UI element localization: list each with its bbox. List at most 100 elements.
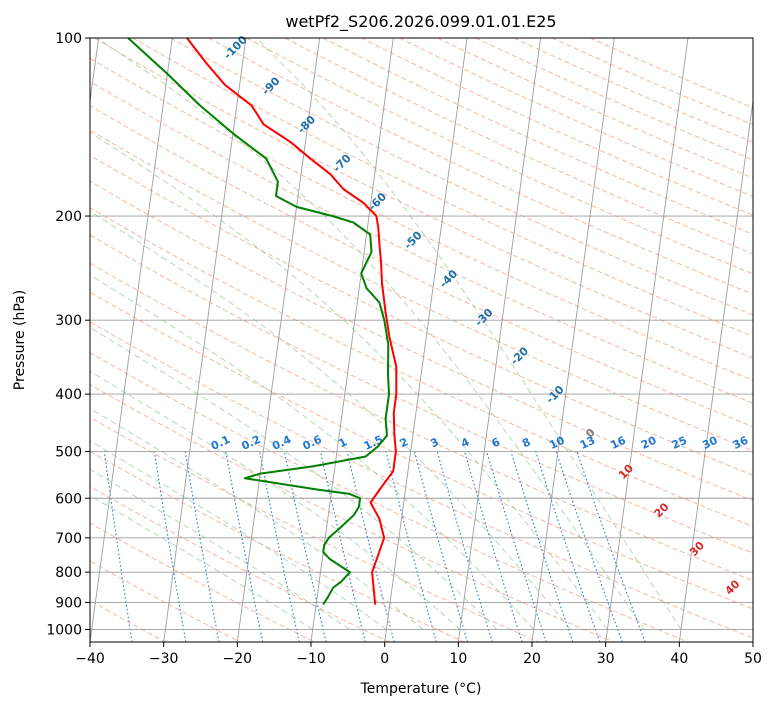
dry-adiabat-line [90, 154, 753, 476]
mixing-ratio-line [283, 451, 327, 642]
dry-adiabat-line [132, 38, 753, 337]
grid-lines [90, 38, 753, 642]
y-tick-label: 1000 [46, 622, 82, 638]
x-axis: −40 −30 −20 −10 0 10 20 30 40 50 [75, 642, 762, 667]
y-axis: 100 200 300 400 500 600 700 800 900 1000 [46, 31, 90, 638]
y-tick-label: 400 [55, 387, 82, 403]
mixing-ratio-label: 20 [639, 434, 659, 452]
moist-adiabat-line [90, 440, 387, 630]
x-tick-label: 50 [744, 651, 762, 667]
x-tick-label: −30 [149, 651, 179, 667]
dry-adiabat-label: -80 [295, 113, 318, 136]
x-tick-label: 0 [380, 651, 389, 667]
dry-adiabat-label: -70 [330, 151, 353, 174]
mixing-ratio-line [486, 451, 547, 642]
isotherm-line [236, 38, 321, 642]
x-tick-label: −20 [223, 651, 253, 667]
x-tick-label: −40 [75, 651, 105, 667]
isotherm-line [163, 38, 247, 642]
mixing-ratio-label: 16 [608, 434, 628, 452]
dry-adiabat-label: 30 [687, 539, 707, 559]
dry-adiabat-line [94, 38, 753, 359]
dry-adiabat-line [284, 38, 753, 255]
mixing-ratio-label: 0.1 [209, 433, 232, 453]
isotherm-line [605, 38, 689, 642]
dry-adiabat-line [90, 485, 390, 642]
dry-adiabat-line [90, 352, 689, 642]
x-tick-label: −10 [296, 651, 326, 667]
mixing-ratio-line [576, 451, 646, 642]
dry-adiabat-label: 10 [616, 462, 636, 482]
mixing-ratio-label: 30 [700, 434, 720, 452]
y-tick-label: 100 [55, 31, 82, 47]
dry-adiabat-line [90, 416, 540, 642]
mixing-ratio-line [510, 451, 574, 642]
mixing-ratio-label: 6 [490, 435, 503, 450]
series-lines [127, 38, 398, 605]
x-tick-label: 30 [597, 651, 615, 667]
y-tick-label: 600 [55, 491, 82, 507]
background-lines [90, 38, 753, 642]
mixing-ratio-label: 25 [670, 434, 689, 452]
mixing-ratio-label: 1 [337, 435, 349, 450]
moist-adiabat-line [90, 131, 608, 630]
dry-adiabat-label: -90 [259, 74, 282, 97]
mixing-ratio-line [555, 451, 623, 642]
isotherm-line [678, 97, 753, 642]
mixing-ratio-line [385, 451, 437, 642]
dry-adiabat-line [551, 38, 753, 126]
isotherm-line [457, 38, 542, 642]
y-tick-label: 300 [55, 313, 82, 329]
isotherm-line [90, 38, 173, 642]
dry-adiabat-label: 40 [723, 577, 743, 597]
mixing-ratio-line [464, 451, 523, 642]
y-tick-label: 700 [55, 531, 82, 547]
moist-adiabat-line [90, 326, 498, 630]
dry-adiabat-line [90, 522, 315, 642]
dry-adiabat-line [90, 291, 753, 610]
moist-adiabat-line [256, 38, 682, 630]
y-axis-label: Pressure (hPa) [12, 290, 28, 390]
mixing-ratio-label: 0.2 [240, 433, 263, 453]
mixing-ratio-label: 0.4 [270, 433, 293, 453]
moist-adiabat-line [90, 210, 571, 630]
dry-adiabat-label: 20 [652, 500, 672, 520]
isotherm-line [310, 38, 394, 642]
dry-adiabat-line [90, 560, 241, 642]
y-tick-label: 200 [55, 209, 82, 225]
dry-adiabat-line [90, 450, 465, 642]
dry-adiabat-line [90, 383, 614, 642]
dry-adiabat-line [513, 38, 753, 143]
plot-frame [89, 37, 754, 643]
dry-adiabat-line [90, 81, 753, 404]
x-axis-label: Temperature (°C) [360, 681, 482, 697]
mixing-ratio-label: 13 [578, 434, 597, 452]
dry-adiabat-line [170, 38, 753, 316]
x-tick-label: 10 [449, 651, 467, 667]
dry-adiabat-label: -40 [437, 267, 460, 290]
dry-adiabat-label: -50 [401, 229, 424, 252]
mixing-ratio-line [535, 451, 601, 642]
mixing-ratio-line [153, 451, 187, 642]
dry-adiabat-line [90, 57, 753, 381]
dry-adiabat-line [399, 38, 753, 197]
mixing-ratio-line [184, 451, 220, 642]
isotherm-line [531, 38, 615, 642]
mixing-ratio-line [436, 451, 493, 642]
dry-adiabat-line [208, 38, 753, 295]
mixing-ratio-label: 4 [459, 435, 472, 450]
moist-adiabat-line [97, 38, 645, 630]
isotherm-line [90, 38, 100, 105]
dewpoint-profile-line [127, 38, 390, 605]
x-tick-label: 40 [670, 651, 688, 667]
isotherm-line [752, 638, 753, 642]
x-tick-label: 20 [523, 651, 541, 667]
y-tick-label: 800 [55, 565, 82, 581]
dry-adiabat-line [475, 38, 753, 161]
dry-adiabat-line [90, 104, 753, 428]
dry-adiabat-line [361, 38, 753, 216]
isotherm-line [384, 38, 468, 642]
dry-adiabat-line [90, 321, 753, 639]
temperature-profile-line [186, 38, 398, 605]
